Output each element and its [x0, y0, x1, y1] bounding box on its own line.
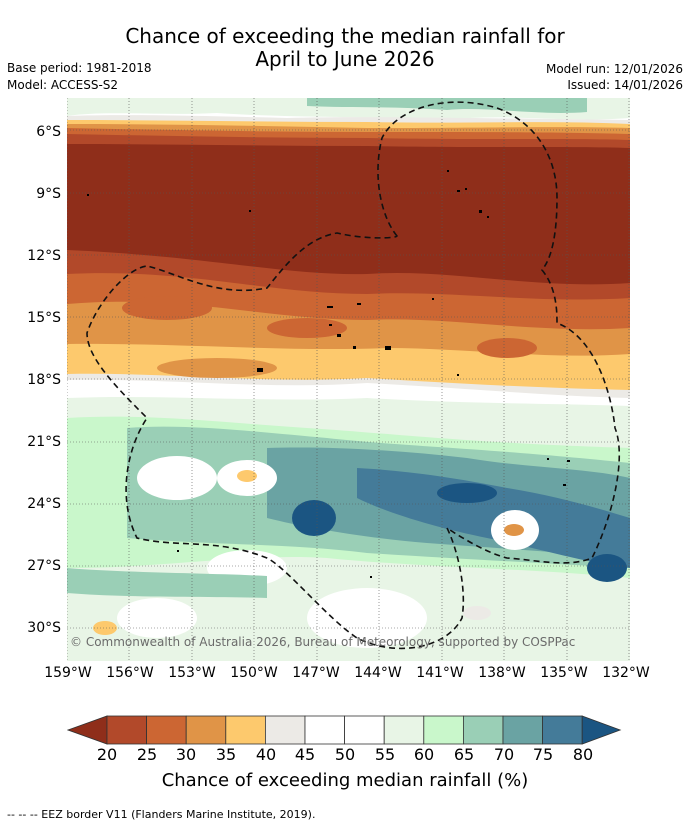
issued-date: Issued: 14/01/2026 [567, 78, 683, 92]
colorbar-segment [502, 715, 543, 745]
colorbar-tick-label: 55 [374, 745, 396, 764]
colorbar-tick-label: 20 [96, 745, 118, 764]
lon-label-156w: 156°W [106, 665, 154, 681]
lon-label-138w: 138°W [478, 665, 526, 681]
colorbar-tick-label: 70 [493, 745, 515, 764]
colorbar-tick-label: 60 [413, 745, 435, 764]
colorbar-segment [383, 715, 425, 745]
lon-label-150w: 150°W [230, 665, 278, 681]
lat-label-27s: 27°S [27, 558, 61, 574]
colorbar-extend-low [66, 715, 108, 745]
colorbar-segment [344, 715, 385, 745]
colorbar-segment [185, 715, 227, 745]
colorbar-extend-high [581, 715, 622, 745]
base-period: Base period: 1981-2018 [7, 61, 152, 75]
colorbar-tick-label: 30 [175, 745, 197, 764]
copyright-notice: © Commonwealth of Australia 2026, Bureau… [70, 635, 576, 649]
colorbar-tick-label: 80 [572, 745, 594, 764]
lon-label-141w: 141°W [416, 665, 464, 681]
lon-label-159w: 159°W [44, 665, 92, 681]
map-title-line1: Chance of exceeding the median rainfall … [125, 24, 565, 48]
lon-label-135w: 135°W [540, 665, 588, 681]
lat-label-18s: 18°S [27, 372, 61, 388]
colorbar-segment [542, 715, 583, 745]
lon-label-153w: 153°W [168, 665, 216, 681]
lat-label-12s: 12°S [27, 248, 61, 264]
model-name: Model: ACCESS-S2 [7, 78, 119, 92]
colorbar-segment [462, 715, 504, 745]
map-title-line2: April to June 2026 [255, 47, 435, 71]
eez-legend-note: -- -- -- EEZ border V11 (Flanders Marine… [7, 808, 316, 821]
colorbar-segment [225, 715, 266, 745]
lat-label-24s: 24°S [27, 496, 61, 512]
rainfall-map [67, 98, 630, 661]
colorbar-tick-label: 40 [255, 745, 277, 764]
colorbar-tick-label: 25 [136, 745, 158, 764]
colorbar-title: Chance of exceeding median rainfall (%) [161, 770, 529, 791]
colorbar-tick-label: 35 [215, 745, 237, 764]
colorbar-tick-label: 50 [334, 745, 356, 764]
colorbar-segment [146, 715, 187, 745]
lon-label-147w: 147°W [292, 665, 340, 681]
map-canvas [67, 98, 630, 661]
colorbar-tick-label: 75 [532, 745, 554, 764]
model-run: Model run: 12/01/2026 [545, 62, 683, 76]
lat-label-9s: 9°S [36, 186, 61, 202]
colorbar-segment [106, 715, 147, 745]
lat-label-30s: 30°S [27, 620, 61, 636]
colorbar-tick-label: 45 [294, 745, 316, 764]
colorbar-svg [66, 715, 622, 745]
colorbar [66, 715, 623, 745]
lon-label-132w: 132°W [602, 665, 650, 681]
lat-label-15s: 15°S [27, 310, 61, 326]
colorbar-tick-label: 65 [453, 745, 475, 764]
lat-label-21s: 21°S [27, 434, 61, 450]
lat-label-6s: 6°S [36, 124, 61, 140]
colorbar-segment [264, 715, 306, 745]
colorbar-segment [423, 715, 464, 745]
colorbar-segment [304, 715, 345, 745]
lon-label-144w: 144°W [354, 665, 402, 681]
